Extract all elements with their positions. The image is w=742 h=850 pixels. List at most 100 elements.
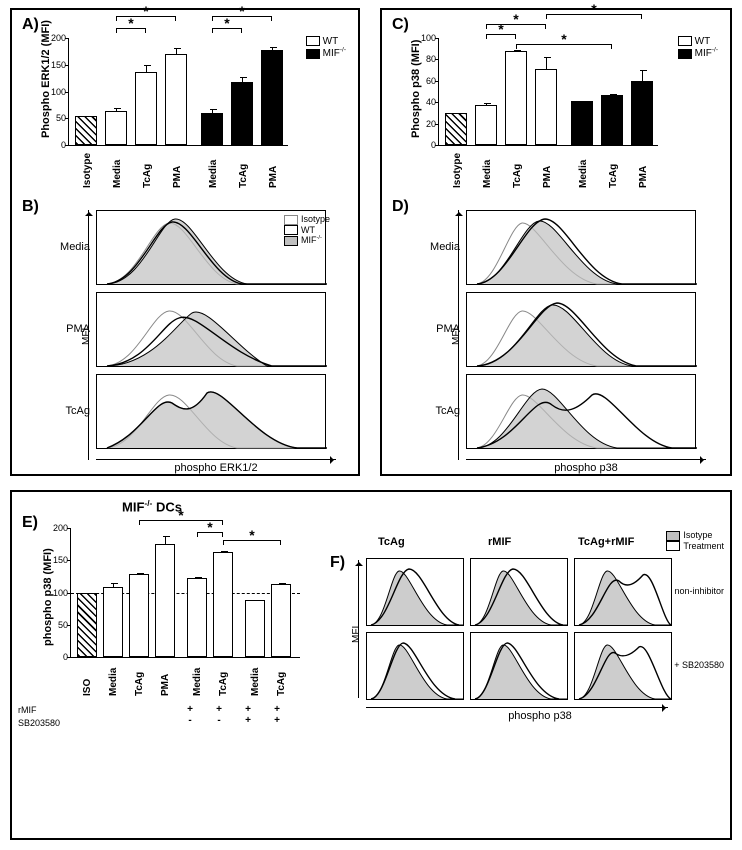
hist-row-label: PMA (66, 323, 96, 335)
row-right: non-inhibitor (674, 586, 724, 596)
bar-E-2 (129, 574, 149, 657)
hist-row-label: Media (430, 241, 466, 253)
xcat: PMA (160, 674, 171, 696)
col-header: rMIF (488, 536, 511, 548)
legend-mif: MIF-/- (695, 48, 718, 59)
row-label-rmif: rMIF SB203580 (18, 704, 60, 730)
legend-mif: MIF-/- (323, 48, 346, 59)
chart-C-plot: 0 20 40 60 80 100 * * * * (438, 38, 658, 146)
bar-C-wt-pma (535, 69, 557, 145)
xcat: TcAg (608, 164, 619, 188)
panel-E-title: MIF-/- DCs (122, 498, 182, 514)
chart-C: 0 20 40 60 80 100 * * * * Phospho p38 (M… (438, 38, 658, 146)
hist-xlabel: phospho p38 (508, 710, 572, 722)
panel-box-CD: C) 0 20 40 60 80 100 * * * * Phospho p38… (380, 8, 732, 476)
hist-B-tcag (96, 374, 326, 449)
hist-F: MFI TcAg rMIF TcAg+rMIF Isotype Treatmen… (360, 536, 720, 714)
chart-A: 0 50 100 150 200 * * * * Phospho ERK1/2 … (68, 38, 288, 146)
col-header: TcAg (378, 536, 405, 548)
panel-box-EF: E) MIF-/- DCs 0 50 100 150 200 * * * pho… (10, 490, 732, 840)
mfi-label: MFI (351, 626, 362, 643)
bar-E-1 (103, 587, 123, 657)
bar-E-7 (271, 584, 291, 657)
chart-A-plot: 0 50 100 150 200 * * * * (68, 38, 288, 146)
bar-C-wt-tcag (505, 51, 527, 145)
xcat: TcAg (142, 164, 153, 188)
legend-item: Isotype (683, 530, 712, 540)
hist-D-tcag (466, 374, 696, 449)
panel-label-F: F) (330, 554, 345, 572)
col-header: TcAg+rMIF (578, 536, 634, 548)
bar-A-ko-pma (261, 50, 283, 145)
legend-item: WT (301, 225, 315, 235)
bar-E-iso (77, 593, 97, 658)
xcat: TcAg (276, 672, 287, 696)
legend-wt: WT (323, 36, 339, 47)
pm: - (174, 715, 206, 726)
hist-D-pma (466, 292, 696, 367)
legend-F: Isotype Treatment (666, 530, 724, 551)
xcat: PMA (172, 166, 183, 188)
xcat: Media (578, 160, 589, 188)
bar-C-ko-media (571, 101, 593, 145)
xcat: Media (192, 668, 203, 696)
hF-1-2 (470, 558, 568, 626)
xcat: Media (482, 160, 493, 188)
hist-row-label: TcAg (66, 405, 96, 417)
hist-B: MFI Media PMA TcAg phospho (96, 210, 336, 460)
sb-label: SB203580 (18, 717, 60, 730)
xcat: ISO (82, 679, 93, 696)
bar-C-wt-media (475, 105, 497, 145)
legend-B: Isotype WT MIF-/- (284, 214, 330, 246)
panel-label-A: A) (22, 16, 39, 34)
chart-C-ylabel: Phospho p38 (MFI) (410, 40, 422, 138)
panel-box-AB: A) 0 50 100 150 200 * * * * Phospho ERK1… (10, 8, 360, 476)
xcat: Isotype (82, 153, 93, 188)
xcat: TcAg (134, 672, 145, 696)
hF-1-3 (574, 558, 672, 626)
bar-A-ko-media (201, 113, 223, 145)
bar-A-ko-tcag (231, 82, 253, 145)
hist-D: MFI Media PMA TcAg phospho (466, 210, 706, 460)
xcat: TcAg (218, 672, 229, 696)
panel-label-C: C) (392, 16, 409, 34)
panel-label-B: B) (22, 198, 39, 216)
pm: - (206, 715, 232, 726)
pm: + (232, 704, 264, 715)
bar-C-isotype (445, 113, 467, 145)
legend-A: WT MIF-/- (306, 36, 346, 59)
pm: + (206, 704, 232, 715)
bar-E-3 (155, 544, 175, 657)
bar-C-ko-pma (631, 81, 653, 145)
hF-2-2 (470, 632, 568, 700)
legend-item: MIF-/- (301, 235, 322, 245)
bar-E-4 (187, 578, 207, 657)
bar-A-isotype (75, 116, 97, 145)
panel-label-E: E) (22, 514, 38, 532)
xcat: TcAg (512, 164, 523, 188)
panel-label-D: D) (392, 198, 409, 216)
legend-item: Isotype (301, 214, 330, 224)
hist-xlabel: phospho ERK1/2 (174, 462, 257, 474)
pm: + (264, 704, 290, 715)
xcat: PMA (638, 166, 649, 188)
chart-A-ylabel: Phospho ERK1/2 (MFI) (40, 20, 52, 138)
bar-E-6 (245, 600, 265, 657)
legend-item: Treatment (683, 541, 724, 551)
hist-row-label: TcAg (436, 405, 466, 417)
legend-wt: WT (695, 36, 711, 47)
hF-1-1 (366, 558, 464, 626)
pm: + (264, 715, 290, 726)
hist-row-label: PMA (436, 323, 466, 335)
bar-E-5 (213, 552, 233, 657)
xcat: Media (208, 160, 219, 188)
xcat: Media (112, 160, 123, 188)
xcat: Media (250, 668, 261, 696)
chart-E: 0 50 100 150 200 * * * phospho p38 (MFI)… (70, 528, 300, 658)
hist-D-media (466, 210, 696, 285)
pm: + (232, 715, 264, 726)
bar-A-wt-media (105, 111, 127, 145)
xcat: PMA (268, 166, 279, 188)
hF-2-3 (574, 632, 672, 700)
hist-F-grid (366, 558, 672, 700)
